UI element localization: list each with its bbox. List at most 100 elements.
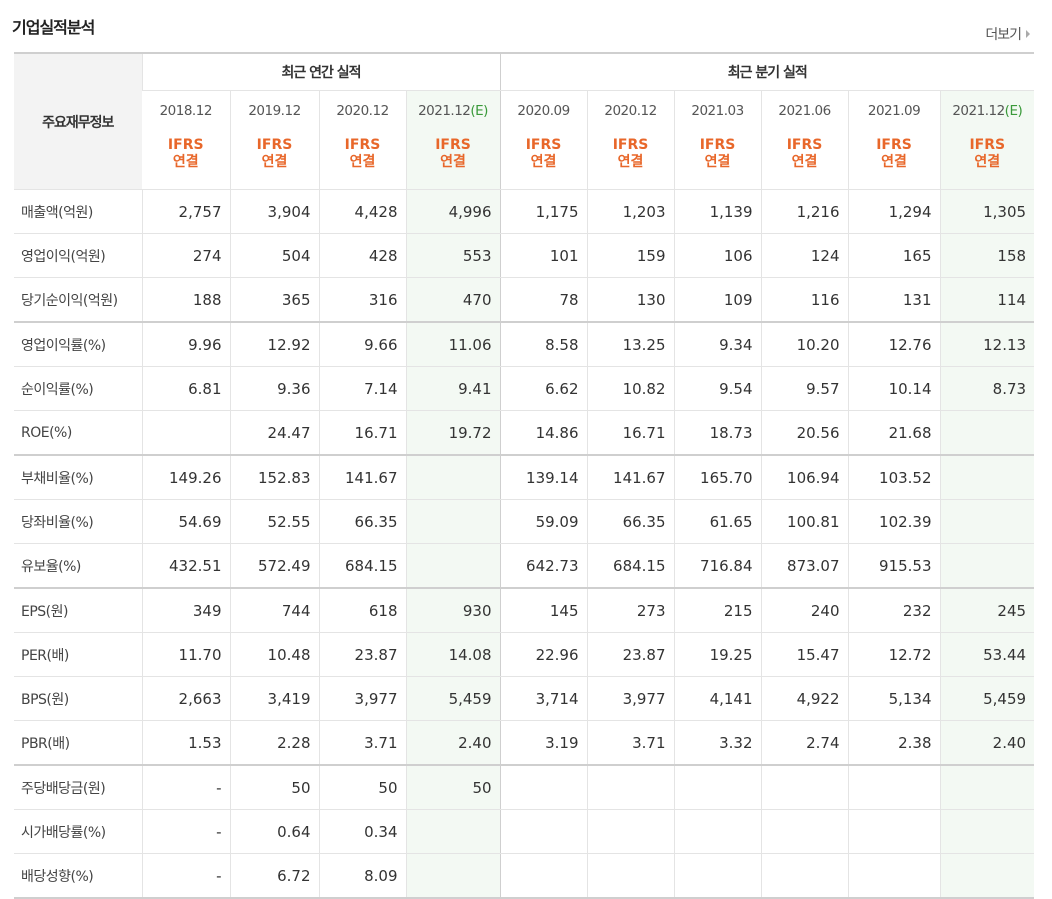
table-cell: 78	[499, 277, 588, 323]
more-link-label: 더보기	[985, 27, 1022, 43]
table-cell	[586, 809, 675, 854]
table-cell: -	[141, 809, 230, 854]
table-cell: 6.72	[229, 853, 319, 899]
period-label: 2019.12	[248, 103, 301, 119]
row-label: BPS(원)	[14, 676, 142, 721]
table-cell: 22.96	[499, 632, 588, 677]
ifrs-text: IFRS	[256, 137, 293, 153]
period-label: 2021.09	[867, 103, 921, 119]
table-cell: 139.14	[499, 454, 588, 500]
table-cell: 3.32	[673, 720, 762, 766]
table-row: 주당배당금(원) -50 50 50	[14, 764, 1035, 810]
period-header: 2021.09	[847, 90, 941, 131]
ifrs-standard-label: IFRS 연결	[405, 131, 501, 190]
table-cell: 50	[405, 764, 501, 810]
period-header: 2020.09	[499, 90, 588, 131]
table-cell	[939, 410, 1035, 456]
period-group-row: 주요재무정보 최근 연간 실적 최근 분기 실적	[14, 52, 1035, 190]
table-cell: 109	[673, 277, 762, 323]
table-cell	[939, 543, 1035, 589]
table-cell: 12.72	[847, 632, 941, 677]
table-cell: 23.87	[318, 632, 406, 677]
table-cell: 188	[141, 277, 230, 323]
financial-summary-table: 주요재무정보 최근 연간 실적 최근 분기 실적 2018.12 2019.12 2…	[14, 52, 1035, 899]
table-cell: 23.87	[586, 632, 675, 677]
table-cell	[939, 499, 1035, 544]
ifrs-text: IFRS	[435, 137, 471, 153]
table-corner-label: 주요재무정보	[14, 52, 142, 190]
table-cell: 59.09	[499, 499, 588, 544]
table-cell: 4,996	[405, 189, 501, 234]
table-cell	[586, 764, 675, 810]
table-cell	[847, 809, 941, 854]
consolidated-text: 연결	[349, 154, 376, 170]
table-cell: 52.55	[229, 499, 319, 544]
table-cell: 159	[586, 233, 675, 278]
table-cell: 145	[499, 587, 588, 633]
table-cell: 5,459	[405, 676, 501, 721]
table-cell: 1,216	[760, 189, 849, 234]
table-cell	[405, 543, 501, 589]
estimate-tag: (E)	[470, 103, 488, 119]
section-title: 기업실적분석	[12, 18, 95, 37]
period-row: 2018.12 2019.12 2020.12 2021.12(E) 2020.09 20…	[14, 90, 1035, 131]
table-cell: 20.56	[760, 410, 849, 456]
accounting-standard-row: IFRS 연결 IFRS 연결 IFRS 연결 IFRS 연결 IFRS 연결 IFRS 연결 IFRS…	[14, 131, 1035, 190]
row-label: 유보율(%)	[14, 543, 142, 589]
table-cell: 10.48	[229, 632, 319, 677]
period-label: 2021.03	[691, 103, 744, 119]
table-cell: 8.09	[318, 853, 406, 899]
table-cell	[405, 454, 501, 500]
period-label: 2020.12	[336, 103, 389, 119]
table-cell	[673, 853, 762, 899]
table-cell	[499, 809, 588, 854]
table-cell: 130	[586, 277, 675, 323]
row-label: 매출액(억원)	[14, 189, 142, 234]
ifrs-text: IFRS	[969, 137, 1006, 153]
table-row: 시가배당률(%) -0.64 0.34	[14, 809, 1035, 854]
table-cell: 1,203	[586, 189, 675, 234]
table-cell: 12.13	[939, 321, 1035, 367]
table-cell: 24.47	[229, 410, 319, 456]
more-link[interactable]: 더보기	[985, 24, 1030, 44]
table-row: 매출액(억원) 2,757 3,904 4,428 4,996 1,175 1,203 1,1…	[14, 189, 1035, 234]
table-cell: 572.49	[229, 543, 319, 589]
table-row: 당기순이익(억원) 188 365 316 470 78 130 109 116 131 114	[14, 277, 1035, 323]
table-cell: 1,294	[847, 189, 941, 234]
period-label: 2021.12	[418, 103, 471, 119]
table-cell: 106	[673, 233, 762, 278]
table-cell: 100.81	[760, 499, 849, 544]
table-cell: 165.70	[673, 454, 762, 500]
table-cell: 349	[141, 587, 230, 633]
table-cell: 101	[499, 233, 588, 278]
table-cell: 50	[318, 764, 406, 810]
table-cell: 8.58	[499, 321, 588, 367]
table-row: EPS(원) 349 744 618 930 145 273 215 240 232 245	[14, 587, 1035, 633]
consolidated-text: 연결	[881, 154, 907, 170]
table-cell: 3.19	[499, 720, 588, 766]
table-cell: 642.73	[499, 543, 588, 589]
row-label: PBR(배)	[14, 720, 142, 766]
period-header: 2019.12	[229, 90, 319, 131]
table-cell: 14.86	[499, 410, 588, 456]
period-label: 2020.09	[517, 103, 570, 119]
table-cell: 2.74	[760, 720, 849, 766]
table-cell: 152.83	[229, 454, 319, 500]
row-label: 배당성향(%)	[14, 853, 142, 899]
table-cell: 4,141	[673, 676, 762, 721]
table-row: 당좌비율(%) 54.69 52.55 66.35 59.09 66.35 61.65 100…	[14, 499, 1035, 544]
table-cell	[673, 809, 762, 854]
table-cell: 365	[229, 277, 319, 323]
period-header: 2020.12	[586, 90, 675, 131]
table-cell: 9.36	[229, 366, 319, 411]
table-cell: 116	[760, 277, 849, 323]
table-cell: 930	[405, 587, 501, 633]
table-cell: 103.52	[847, 454, 941, 500]
chevron-right-icon	[1026, 30, 1030, 38]
table-cell: 15.47	[760, 632, 849, 677]
table-row: PBR(배) 1.53 2.28 3.71 2.40 3.19 3.71 3.32 2.74 2.…	[14, 720, 1035, 766]
table-cell: 3.71	[318, 720, 406, 766]
table-cell: 5,134	[847, 676, 941, 721]
ifrs-standard-label: IFRS 연결	[586, 131, 675, 190]
period-label: 2021.12	[952, 103, 1005, 119]
